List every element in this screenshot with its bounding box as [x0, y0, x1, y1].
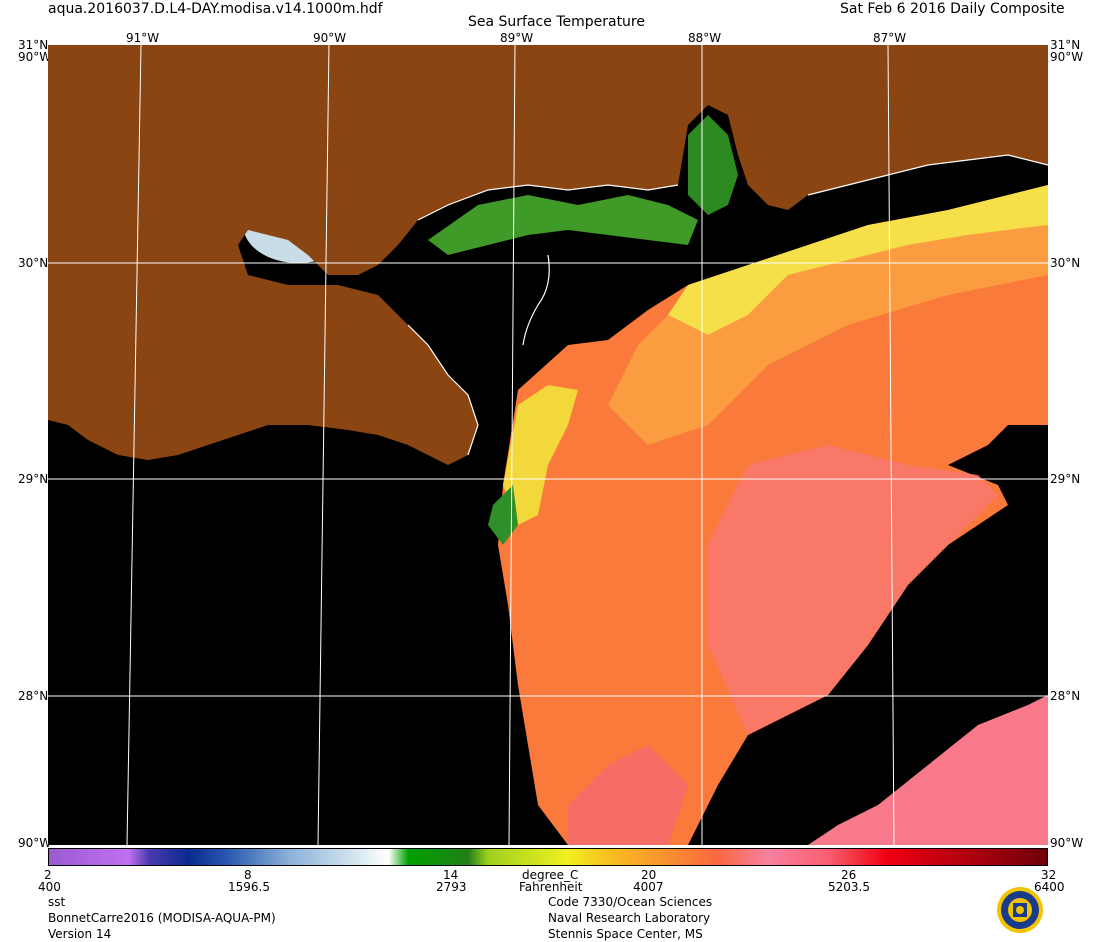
yellow-delta-region	[503, 385, 578, 525]
lat-label-29n-left: 29°N	[18, 472, 49, 486]
sst-colorbar	[48, 848, 1048, 866]
cb-fahrenheit-400: 400	[38, 880, 61, 894]
cb-celsius-2: 2	[44, 868, 52, 882]
green-delta-edge	[488, 485, 518, 545]
lon-label-91w: 91°W	[126, 31, 160, 45]
lat-label-30n-left: 30°N	[18, 256, 49, 270]
map-title: Sea Surface Temperature	[468, 14, 645, 30]
lat-label-29n-right: 29°N	[1050, 472, 1081, 486]
footer-version: Version 14	[48, 927, 112, 941]
cb-fahrenheit-5203: 5203.5	[828, 880, 870, 894]
nrl-seal-logo	[997, 887, 1043, 933]
lat-label-28n-left: 28°N	[18, 689, 49, 703]
pink-southwest-region	[568, 745, 688, 845]
corner-label-top-left-2: 90°W	[18, 50, 52, 64]
green-mobile-bay	[688, 115, 738, 215]
cb-celsius-32: 32	[1041, 868, 1057, 882]
orange-band	[608, 225, 1048, 445]
pink-south-region	[808, 695, 1048, 845]
meridian-89w	[508, 45, 516, 845]
pink-offshore-region	[708, 445, 998, 735]
cb-fahrenheit-1596: 1596.5	[228, 880, 270, 894]
lat-label-28n-right: 28°N	[1050, 689, 1081, 703]
cb-celsius-26: 26	[841, 868, 857, 882]
lon-label-90w: 90°W	[313, 31, 347, 45]
footer-code: Code 7330/Ocean Sciences	[548, 895, 713, 909]
footer-project: BonnetCarre2016 (MODISA-AQUA-PM)	[48, 911, 276, 925]
cb-celsius-14: 14	[443, 868, 459, 882]
green-coastal-strip	[428, 195, 698, 255]
lon-label-89w: 89°W	[500, 31, 534, 45]
cb-fahrenheit-4007: 4007	[633, 880, 664, 894]
cb-fahrenheit-6400: 6400	[1034, 880, 1065, 894]
meridian-87w	[887, 45, 895, 845]
meridian-91w	[126, 45, 142, 845]
footer-location: Stennis Space Center, MS	[548, 927, 703, 941]
meridian-90w	[317, 45, 330, 845]
composite-date: Sat Feb 6 2016 Daily Composite	[840, 1, 1065, 17]
lon-label-88w: 88°W	[688, 31, 722, 45]
sst-map	[48, 45, 1048, 845]
graticule	[48, 45, 1048, 845]
corner-label-top-right: 31°N	[1050, 38, 1081, 52]
lat-label-30n-right: 30°N	[1050, 256, 1081, 270]
land-area	[48, 45, 1048, 465]
footer-lab: Naval Research Laboratory	[548, 911, 711, 925]
cb-celsius-8: 8	[244, 868, 252, 882]
corner-label-top-right-2: 90°W	[1050, 50, 1084, 64]
corner-label-bottom-right: 90°W	[1050, 836, 1084, 850]
footer-variable: sst	[48, 895, 66, 909]
corner-label-bottom-left: 90°W	[18, 836, 52, 850]
lon-label-87w: 87°W	[873, 31, 907, 45]
corner-label-top-left: 31°N	[18, 38, 49, 52]
file-name: aqua.2016037.D.L4-DAY.modisa.v14.1000m.h…	[48, 1, 383, 17]
cb-celsius-20: 20	[641, 868, 657, 882]
cb-unit-fahrenheit: Fahrenheit	[519, 880, 583, 894]
yellow-nearshore-region	[668, 185, 1048, 335]
cb-unit-celsius: degree_C	[522, 868, 579, 882]
coastline	[407, 154, 1048, 456]
cb-fahrenheit-2793: 2793	[436, 880, 467, 894]
